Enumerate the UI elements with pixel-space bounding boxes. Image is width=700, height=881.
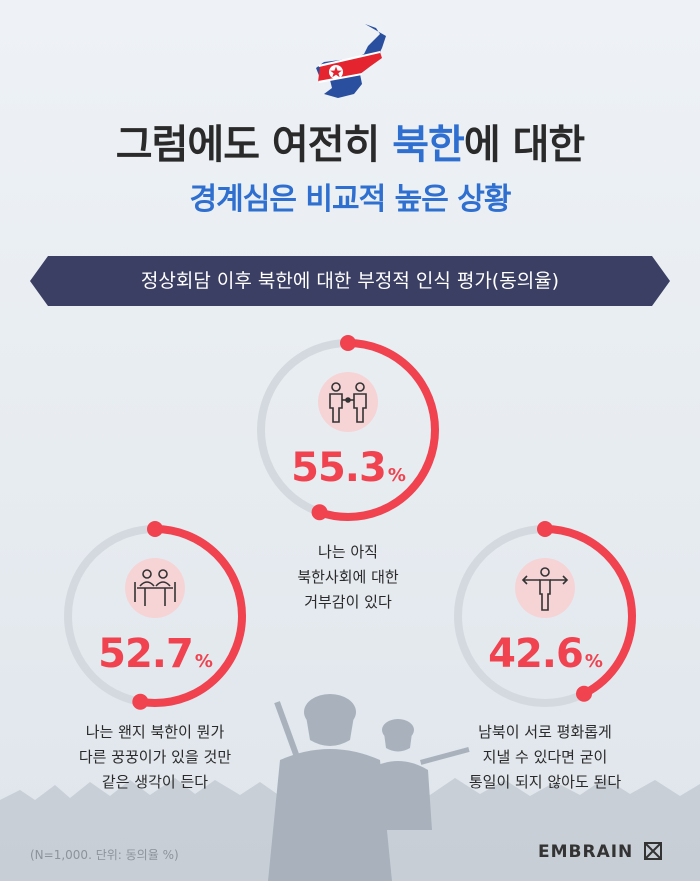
embrain-logo: EMBRAIN [538, 842, 663, 862]
meeting-table-icon [125, 558, 185, 618]
stat-value-2: 52.7% [98, 631, 213, 677]
stat-description-3: 남북이 서로 평화롭게 지낼 수 있다면 굳이 통일이 되지 않아도 된다 [468, 723, 622, 791]
banner-ribbon [30, 256, 670, 306]
logo-mark-icon [644, 842, 663, 860]
stat-ring-end-dot-2 [132, 693, 149, 710]
subtitle: 경계심은 비교적 높은 상황 [189, 182, 512, 217]
crossroads-person-icon [515, 558, 575, 618]
handshake-people-icon [318, 372, 378, 432]
stat-ring-start-dot-2 [147, 521, 163, 537]
main-title: 그럼에도 여전히 북한에 대한 [115, 122, 585, 168]
stat-value-3: 42.6% [488, 631, 603, 677]
stat-ring-2 [64, 521, 246, 710]
stat-ring-3 [454, 521, 636, 707]
banner-text: 정상회담 이후 북한에 대한 부정적 인식 평가(동의율) [140, 270, 560, 292]
north-korea-flag-map-icon [316, 24, 386, 98]
stat-ring-start-dot-1 [340, 335, 356, 351]
footnote: (N=1,000. 단위: 동의율 %) [30, 848, 179, 862]
logo-text: EMBRAIN [538, 842, 634, 862]
stat-description-2: 나는 왠지 북한이 뭔가 다른 꿍꿍이가 있을 것만 같은 생각이 든다 [78, 723, 232, 791]
title-highlight: 북한 [392, 122, 465, 168]
stat-description-1: 나는 아직 북한사회에 대한 거부감이 있다 [297, 543, 399, 611]
stat-ring-1 [257, 335, 439, 521]
stat-ring-end-dot-3 [576, 685, 593, 702]
stat-ring-end-dot-1 [311, 504, 328, 521]
stat-value-1: 55.3% [291, 445, 406, 491]
stat-ring-start-dot-3 [537, 521, 553, 537]
